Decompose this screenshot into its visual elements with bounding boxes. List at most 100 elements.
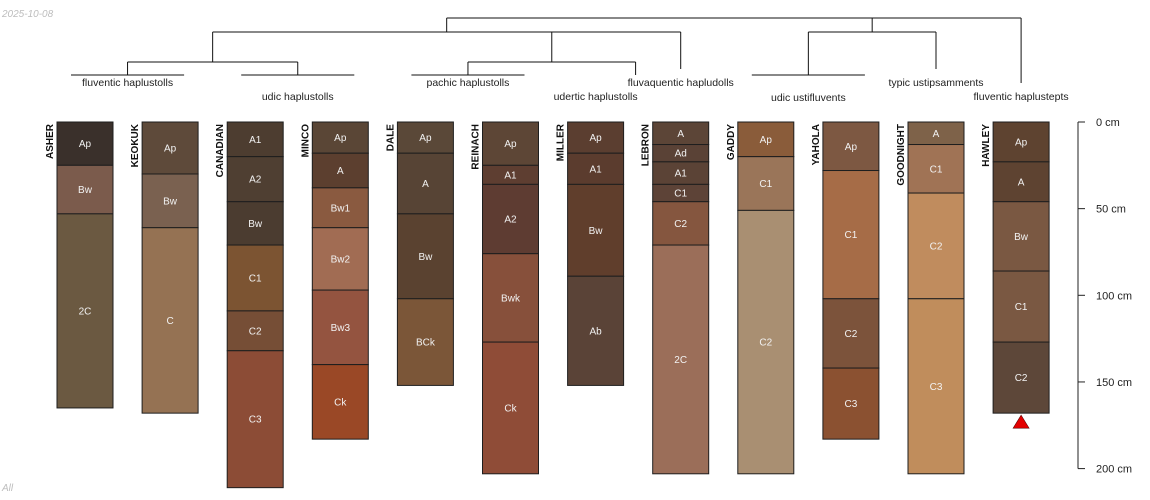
- horizon-hawley-a: [992, 161, 1050, 203]
- horizon-label: A2: [249, 175, 262, 186]
- horizon-label: C1: [674, 189, 687, 200]
- horizon-hawley-c2: [992, 341, 1050, 414]
- horizon-goodnight-c3: [907, 298, 965, 475]
- horizon-miller-ap: [567, 121, 625, 154]
- dendrogram: [71, 17, 1022, 83]
- depth-tick-label: 150 cm: [1096, 377, 1132, 389]
- horizon-label: C3: [249, 415, 262, 426]
- profile-name: LEBRON: [641, 124, 652, 166]
- horizon-label: Ad: [675, 149, 687, 160]
- horizon-label: C2: [249, 326, 262, 337]
- horizon-label: C2: [674, 219, 687, 230]
- horizon-goodnight-c2: [907, 192, 965, 300]
- depth-tick-label: 200 cm: [1096, 464, 1132, 476]
- horizon-label: Bw: [1014, 232, 1029, 243]
- group-label: udic ustifluvents: [771, 92, 846, 104]
- horizon-reinach-a2: [482, 183, 539, 255]
- group-label: fluvaquentic hapludolls: [628, 77, 734, 89]
- horizon-label: Ab: [589, 326, 602, 337]
- horizon-label: Ap: [164, 143, 177, 154]
- horizon-label: Bw: [78, 185, 93, 196]
- profile-name: GADDY: [726, 124, 737, 160]
- report-date: 2025-10-08: [2, 9, 54, 20]
- horizon-gaddy-ap: [737, 121, 795, 158]
- horizon-label: C2: [759, 338, 772, 349]
- horizon-gaddy-c2: [737, 209, 795, 475]
- horizon-label: BCk: [416, 338, 436, 349]
- profile-name: HAWLEY: [981, 124, 992, 167]
- horizon-dale-bw: [396, 213, 454, 300]
- profile-miller: Ap A1 Bw Ab MILLER: [556, 121, 625, 386]
- horizon-reinach-ap: [482, 121, 539, 166]
- group-label: pachic haplustolls: [427, 77, 510, 89]
- profile-name: GOODNIGHT: [896, 124, 907, 186]
- horizon-minco-bw1: [311, 187, 369, 229]
- horizon-yahola-ap: [822, 121, 880, 172]
- group-labels: fluventic haplustolls udic haplustolls pac…: [82, 77, 1069, 104]
- profile-gaddy: Ap C1 C2 GADDY: [726, 121, 795, 475]
- horizon-label: Ap: [334, 133, 347, 144]
- horizon-label: Bw1: [331, 203, 351, 214]
- horizon-label: C1: [759, 179, 772, 190]
- horizon-reinach-bwk: [482, 253, 539, 343]
- horizon-label: Bw: [163, 196, 178, 207]
- horizon-label: A1: [249, 135, 262, 146]
- horizon-miller-bw: [567, 183, 625, 277]
- horizon-label: 2C: [674, 355, 687, 366]
- horizon-reinach-ck: [482, 341, 539, 475]
- horizon-dale-ap: [396, 121, 454, 154]
- group-label: udertic haplustolls: [554, 91, 638, 103]
- horizon-dale-bck: [396, 298, 454, 386]
- horizon-label: C2: [930, 241, 943, 252]
- horizon-dale-a: [396, 152, 454, 215]
- group-label: fluventic haplustepts: [974, 91, 1069, 103]
- profile-name: KEOKUK: [130, 123, 141, 167]
- horizon-label: C3: [845, 399, 858, 410]
- horizon-label: A2: [504, 215, 517, 226]
- horizon-label: C: [166, 316, 173, 327]
- horizon-label: A: [337, 166, 344, 177]
- horizon-label: A1: [504, 170, 517, 181]
- horizon-yahola-c3: [822, 367, 880, 440]
- horizon-label: Bw: [589, 226, 604, 237]
- horizon-label: 2C: [79, 306, 92, 317]
- horizon-canadian-c3: [226, 350, 284, 489]
- footnote-label: All: [2, 483, 14, 494]
- profile-name: MINCO: [300, 124, 311, 158]
- horizon-label: Ap: [419, 133, 432, 144]
- horizon-minco-bw2: [311, 227, 369, 291]
- group-label: udic haplustolls: [262, 91, 334, 103]
- horizon-label: C2: [845, 329, 858, 340]
- horizon-label: Bw3: [331, 323, 351, 334]
- horizon-label: Ap: [589, 133, 602, 144]
- horizon-label: A: [933, 129, 940, 140]
- horizon-label: A: [422, 179, 429, 190]
- profile-keokuk: Ap Bw C KEOKUK: [130, 121, 199, 414]
- profile-name: YAHOLA: [811, 124, 822, 165]
- horizon-label: C1: [1015, 302, 1028, 313]
- profile-name: DALE: [385, 124, 396, 152]
- horizon-label: Bw2: [331, 254, 351, 265]
- horizon-label: Bw: [248, 219, 263, 230]
- horizon-canadian-a1: [226, 121, 284, 158]
- horizon-label: C1: [845, 230, 858, 241]
- horizon-gaddy-c1: [737, 156, 795, 211]
- group-label: typic ustipsamments: [888, 77, 983, 89]
- horizon-label: Ap: [845, 142, 858, 153]
- horizon-miller-ab: [567, 275, 625, 386]
- horizon-yahola-c1: [822, 170, 880, 300]
- profile-canadian: A1 A2 Bw C1 C2 C3 CANADIAN: [215, 121, 284, 489]
- horizon-label: Ck: [504, 403, 517, 414]
- profile-goodnight: A C1 C2 C3 GOODNIGHT: [896, 121, 965, 475]
- depth-tick-label: 100 cm: [1096, 290, 1132, 302]
- truncation-marker: [1012, 414, 1030, 429]
- horizon-keokuk-c: [141, 227, 199, 414]
- horizon-asher-2c: [56, 213, 114, 409]
- horizon-label: A1: [675, 169, 688, 180]
- profile-name: REINACH: [471, 124, 482, 170]
- horizon-minco-a: [311, 152, 369, 189]
- horizon-minco-ap: [311, 121, 369, 154]
- profile-hawley: Ap A Bw C1 C2 HAWLEY: [981, 121, 1050, 414]
- depth-tick-label: 0 cm: [1096, 117, 1120, 129]
- profile-lebron: A Ad A1 C1 C2 2C LEBRON: [641, 121, 710, 475]
